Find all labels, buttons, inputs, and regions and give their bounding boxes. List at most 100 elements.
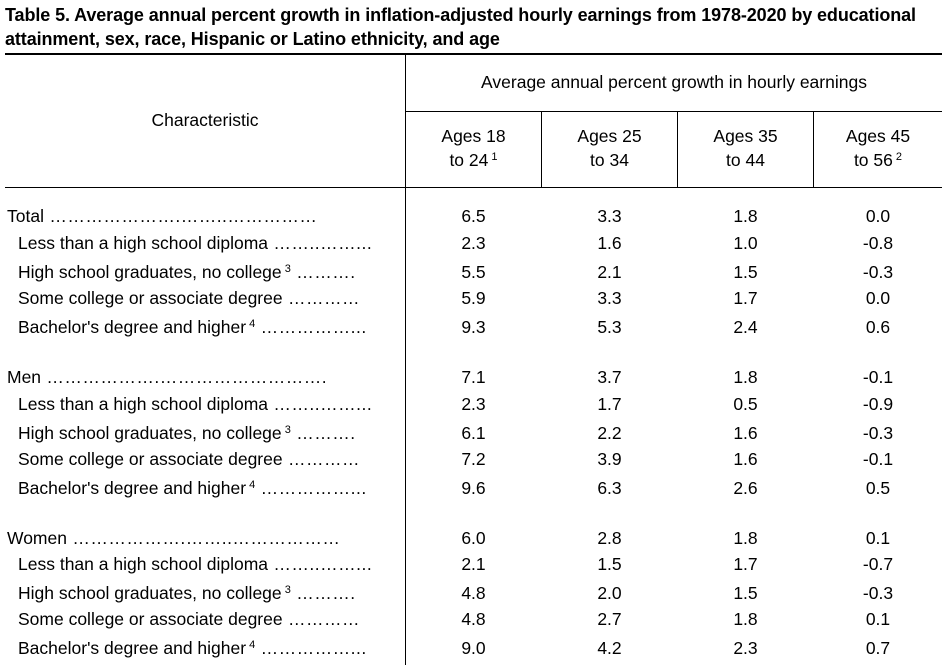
header-bottom-rule bbox=[5, 187, 942, 188]
footnote-marker: 4 bbox=[246, 639, 256, 651]
leader-dots: ………… bbox=[282, 288, 360, 308]
footnote-marker: 4 bbox=[246, 479, 256, 491]
table-cell: 1.7 bbox=[733, 554, 758, 574]
table-cell: 0.1 bbox=[865, 528, 891, 548]
table-cell: 3.7 bbox=[597, 367, 622, 387]
row-label-text: Less than a high school diploma bbox=[18, 394, 269, 414]
table-cell: 5.3 bbox=[597, 317, 622, 337]
table-cell: 7.2 bbox=[461, 449, 486, 469]
table-cell: 6.3 bbox=[597, 478, 622, 498]
table-cell: 0.0 bbox=[865, 288, 891, 308]
row-label: Some college or associate degree ………… bbox=[18, 447, 405, 471]
col-divider-1 bbox=[541, 111, 542, 188]
table-cell: 2.1 bbox=[461, 554, 486, 574]
table-cell: -0.3 bbox=[862, 583, 894, 603]
table-cell: 3.3 bbox=[597, 206, 622, 226]
table-cell: 4.8 bbox=[461, 609, 486, 629]
characteristic-header: Characteristic bbox=[151, 110, 259, 130]
table-cell: 6.0 bbox=[461, 528, 486, 548]
row-label: Bachelor's degree and higher 4 ……………... bbox=[18, 636, 405, 660]
table-cell: 1.8 bbox=[733, 367, 758, 387]
table-cell: -0.8 bbox=[862, 233, 894, 253]
column-header-2: Ages 25 to 34 bbox=[542, 124, 677, 172]
table-cell: 9.0 bbox=[461, 638, 486, 658]
row-label-text: Women bbox=[7, 528, 67, 548]
table-cell: 2.3 bbox=[461, 233, 486, 253]
table-cell: 1.7 bbox=[733, 288, 758, 308]
table-cell: -0.1 bbox=[862, 367, 894, 387]
row-label: Men ……………….………………………. bbox=[7, 365, 405, 389]
column-header-line2: to 56 2 bbox=[853, 150, 903, 170]
row-label-text: Less than a high school diploma bbox=[18, 554, 269, 574]
table-cell: 1.0 bbox=[733, 233, 758, 253]
table-cell: 1.5 bbox=[733, 583, 758, 603]
table-cell: 5.5 bbox=[461, 262, 486, 282]
column-header-line1: Ages 25 bbox=[577, 126, 642, 146]
table-cell: 1.8 bbox=[733, 609, 758, 629]
column-header-line1: Ages 18 bbox=[441, 126, 506, 146]
column-header-line2: to 34 bbox=[590, 150, 629, 170]
column-header-4: Ages 45 to 56 2 bbox=[814, 124, 942, 172]
table-cell: 3.9 bbox=[597, 449, 622, 469]
footnote-marker: 3 bbox=[281, 424, 291, 436]
row-label: Bachelor's degree and higher 4 ……………... bbox=[18, 315, 405, 339]
row-label: Less than a high school diploma ……..……..… bbox=[18, 552, 405, 576]
row-label: Bachelor's degree and higher 4 ……………... bbox=[18, 476, 405, 500]
table-cell: 3.3 bbox=[597, 288, 622, 308]
group-header: Average annual percent growth in hourly … bbox=[481, 72, 867, 92]
leader-dots: ………. bbox=[290, 423, 356, 443]
table-cell: 1.6 bbox=[733, 423, 758, 443]
row-label-text: Men bbox=[7, 367, 42, 387]
table-cell: 4.2 bbox=[597, 638, 622, 658]
column-header-3: Ages 35 to 44 bbox=[678, 124, 813, 172]
top-rule bbox=[5, 53, 942, 55]
table-cell: 6.1 bbox=[461, 423, 486, 443]
table-cell: 1.6 bbox=[733, 449, 758, 469]
table-cell: 1.7 bbox=[597, 394, 622, 414]
table-cell: -0.7 bbox=[862, 554, 894, 574]
table-cell: -0.9 bbox=[862, 394, 894, 414]
column-header-line1: Ages 35 bbox=[713, 126, 778, 146]
table-cell: 1.6 bbox=[597, 233, 622, 253]
table-cell: 0.1 bbox=[865, 609, 891, 629]
footnote-marker: 3 bbox=[281, 263, 291, 275]
table-cell: 0.0 bbox=[865, 206, 891, 226]
table-cell: -0.1 bbox=[862, 449, 894, 469]
row-label-text: Some college or associate degree bbox=[18, 288, 283, 308]
leader-dots: ………………….……..…………… bbox=[43, 206, 318, 226]
row-label: Less than a high school diploma ……..……..… bbox=[18, 392, 405, 416]
table-cell: 7.1 bbox=[461, 367, 486, 387]
row-label-text: High school graduates, no college bbox=[18, 262, 282, 282]
leader-dots: ……………... bbox=[255, 638, 367, 658]
footnote-marker: 4 bbox=[246, 318, 256, 330]
column-header-line2: to 44 bbox=[726, 150, 765, 170]
table-cell: 2.7 bbox=[597, 609, 622, 629]
table-cell: 2.3 bbox=[461, 394, 486, 414]
table-cell: 4.8 bbox=[461, 583, 486, 603]
leader-dots: ……………….……..……………… bbox=[66, 528, 341, 548]
leader-dots: ……..……... bbox=[268, 233, 373, 253]
row-label: Some college or associate degree ………… bbox=[18, 607, 405, 631]
row-label-text: Bachelor's degree and higher bbox=[18, 317, 247, 337]
leader-dots: ………. bbox=[290, 583, 356, 603]
column-header-line1: Ages 45 bbox=[845, 126, 911, 146]
col-divider-2 bbox=[677, 111, 678, 188]
table-cell: 2.0 bbox=[597, 583, 622, 603]
footnote-marker: 3 bbox=[281, 584, 291, 596]
leader-dots: ……..……... bbox=[268, 394, 373, 414]
footnote-marker: 2 bbox=[892, 151, 903, 163]
table-cell: 9.6 bbox=[461, 478, 486, 498]
column-header-line2: to 24 1 bbox=[449, 150, 498, 170]
row-label-text: Some college or associate degree bbox=[18, 449, 283, 469]
table-cell: 2.8 bbox=[597, 528, 622, 548]
row-label: High school graduates, no college 3 ………. bbox=[18, 421, 405, 445]
row-label-text: Bachelor's degree and higher bbox=[18, 638, 247, 658]
leader-dots: ………… bbox=[282, 449, 360, 469]
table-title: Table 5. Average annual percent growth i… bbox=[5, 5, 916, 49]
table-cell: 9.3 bbox=[461, 317, 486, 337]
table-cell: 2.2 bbox=[597, 423, 622, 443]
leader-dots: ……………….………………………. bbox=[41, 367, 328, 387]
table-cell: 1.5 bbox=[597, 554, 622, 574]
table-cell: -0.3 bbox=[862, 423, 894, 443]
column-header-1: Ages 18 to 24 1 bbox=[406, 124, 541, 172]
